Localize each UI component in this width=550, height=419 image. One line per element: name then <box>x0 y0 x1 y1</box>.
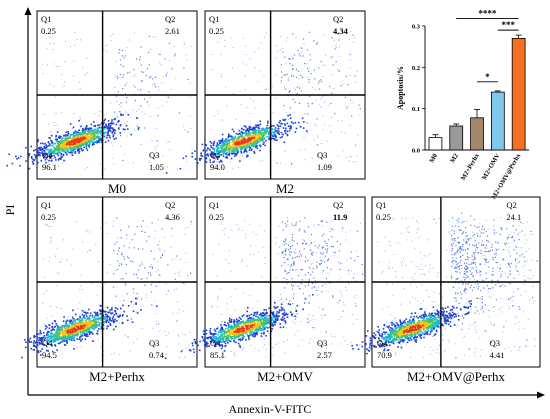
bar-m2-perhx <box>470 117 484 151</box>
bar-m0 <box>428 137 443 151</box>
bar-m2 <box>449 125 464 151</box>
q2-label: Q2 <box>333 14 343 24</box>
bar-y-axis-title: Apoptosis/% <box>396 66 405 110</box>
q2-value: 11.9 <box>333 212 347 222</box>
q2-label: Q2 <box>333 200 343 210</box>
figure-y-axis-title: PI <box>3 205 17 216</box>
flow-panel-m2: Q1 0.25 Q2 4.34 Q3 1.09 Q4 94.0 M2 <box>165 10 366 196</box>
q1-value: 0.25 <box>41 212 56 222</box>
panel-title: M2+OMV <box>257 369 313 384</box>
q4-value: 70.9 <box>377 350 392 360</box>
q3-value: 2.57 <box>317 350 332 360</box>
q3-value: 1.05 <box>149 162 164 172</box>
panel-title: M0 <box>108 181 126 196</box>
bar-m2-omv-perhx <box>511 38 526 151</box>
panel-title: M2 <box>276 181 294 196</box>
bar-x-tick-label: M2+Perhx <box>460 152 481 182</box>
panel-title: M2+OMV@Perhx <box>407 369 506 384</box>
bar-y-tick-label: 0.1 <box>412 106 420 113</box>
q4-label: Q4 <box>42 150 53 160</box>
flow-panel-m2-omv: Q1 0.25 Q2 11.9 Q3 2.57 Q4 85.1 M2+OMV <box>164 196 366 384</box>
q3-label: Q3 <box>149 150 159 160</box>
q1-value: 0.25 <box>41 26 56 36</box>
bar-x-tick-label: M2+OMV <box>481 152 502 181</box>
bar-m2-omv <box>490 91 505 151</box>
apoptosis-bar-chart: 0.0 0.1 0.2 0.3 Apoptosis/% M0 M2 M2+Perhx M2+OM… <box>396 9 529 201</box>
significance-label: **** <box>478 9 497 19</box>
bar-y-tick-label: 0.2 <box>412 65 420 72</box>
q4-label: Q4 <box>42 338 53 348</box>
q4-value: 94.0 <box>210 162 225 172</box>
flow-panel-m2-perhx: Q1 0.25 Q2 4.36 Q3 0.74 Q4 94.5 M2+Perhx <box>21 196 198 384</box>
q1-value: 0.25 <box>209 26 224 36</box>
significance-label: *** <box>501 20 515 30</box>
q3-label: Q3 <box>317 150 327 160</box>
flow-panel-m2-omv-perhx: Q1 0.25 Q2 24.1 Q3 4.41 Q4 70.9 M2+OMV@Perhx <box>351 196 541 384</box>
bar-x-tick-label: M2 <box>449 153 460 165</box>
q3-value: 0.74 <box>149 350 165 360</box>
bar-y-tick-label: 0.0 <box>412 148 420 155</box>
panel-title: M2+Perhx <box>89 369 145 384</box>
flow-panels: Q1 0.25 Q2 2.61 Q3 1.05 Q4 96.1 M0 Q1 0.25 Q2 4.34 Q3… <box>6 10 541 384</box>
q2-value: 4.34 <box>333 26 349 36</box>
q1-value: 0.25 <box>209 212 224 222</box>
q1-value: 0.25 <box>376 212 391 222</box>
q4-value: 85.1 <box>210 350 225 360</box>
q2-value: 24.1 <box>506 212 521 222</box>
q3-value: 1.09 <box>317 162 332 172</box>
q1-label: Q1 <box>41 14 51 24</box>
q1-label: Q1 <box>376 200 386 210</box>
q3-value: 4.41 <box>490 350 505 360</box>
q3-label: Q3 <box>490 338 500 348</box>
q3-label: Q3 <box>317 338 327 348</box>
figure-x-axis-title: Annexin-V-FITC <box>229 402 312 416</box>
q1-label: Q1 <box>41 200 51 210</box>
q2-value: 2.61 <box>165 26 180 36</box>
scatter-dots <box>164 217 364 359</box>
q4-value: 96.1 <box>42 162 57 172</box>
q3-label: Q3 <box>149 338 159 348</box>
figure-y-axis-arrow <box>24 7 32 15</box>
q4-label: Q4 <box>210 150 221 160</box>
q2-label: Q2 <box>506 200 516 210</box>
q4-label: Q4 <box>210 338 221 348</box>
q2-value: 4.36 <box>165 212 180 222</box>
q1-label: Q1 <box>209 200 219 210</box>
bar-x-tick-label: M0 <box>428 153 439 165</box>
q2-label: Q2 <box>165 14 175 24</box>
q2-label: Q2 <box>165 200 175 210</box>
scatter-dots <box>21 217 195 359</box>
q4-label: Q4 <box>377 338 388 348</box>
bar-y-tick-label: 0.3 <box>412 24 421 31</box>
flow-panel-m0: Q1 0.25 Q2 2.61 Q3 1.05 Q4 96.1 M0 <box>6 10 198 196</box>
scatter-dots <box>6 31 193 170</box>
significance-label: * <box>485 72 490 82</box>
figure-x-axis-arrow <box>537 391 545 399</box>
q4-value: 94.5 <box>42 350 57 360</box>
q1-label: Q1 <box>209 14 219 24</box>
